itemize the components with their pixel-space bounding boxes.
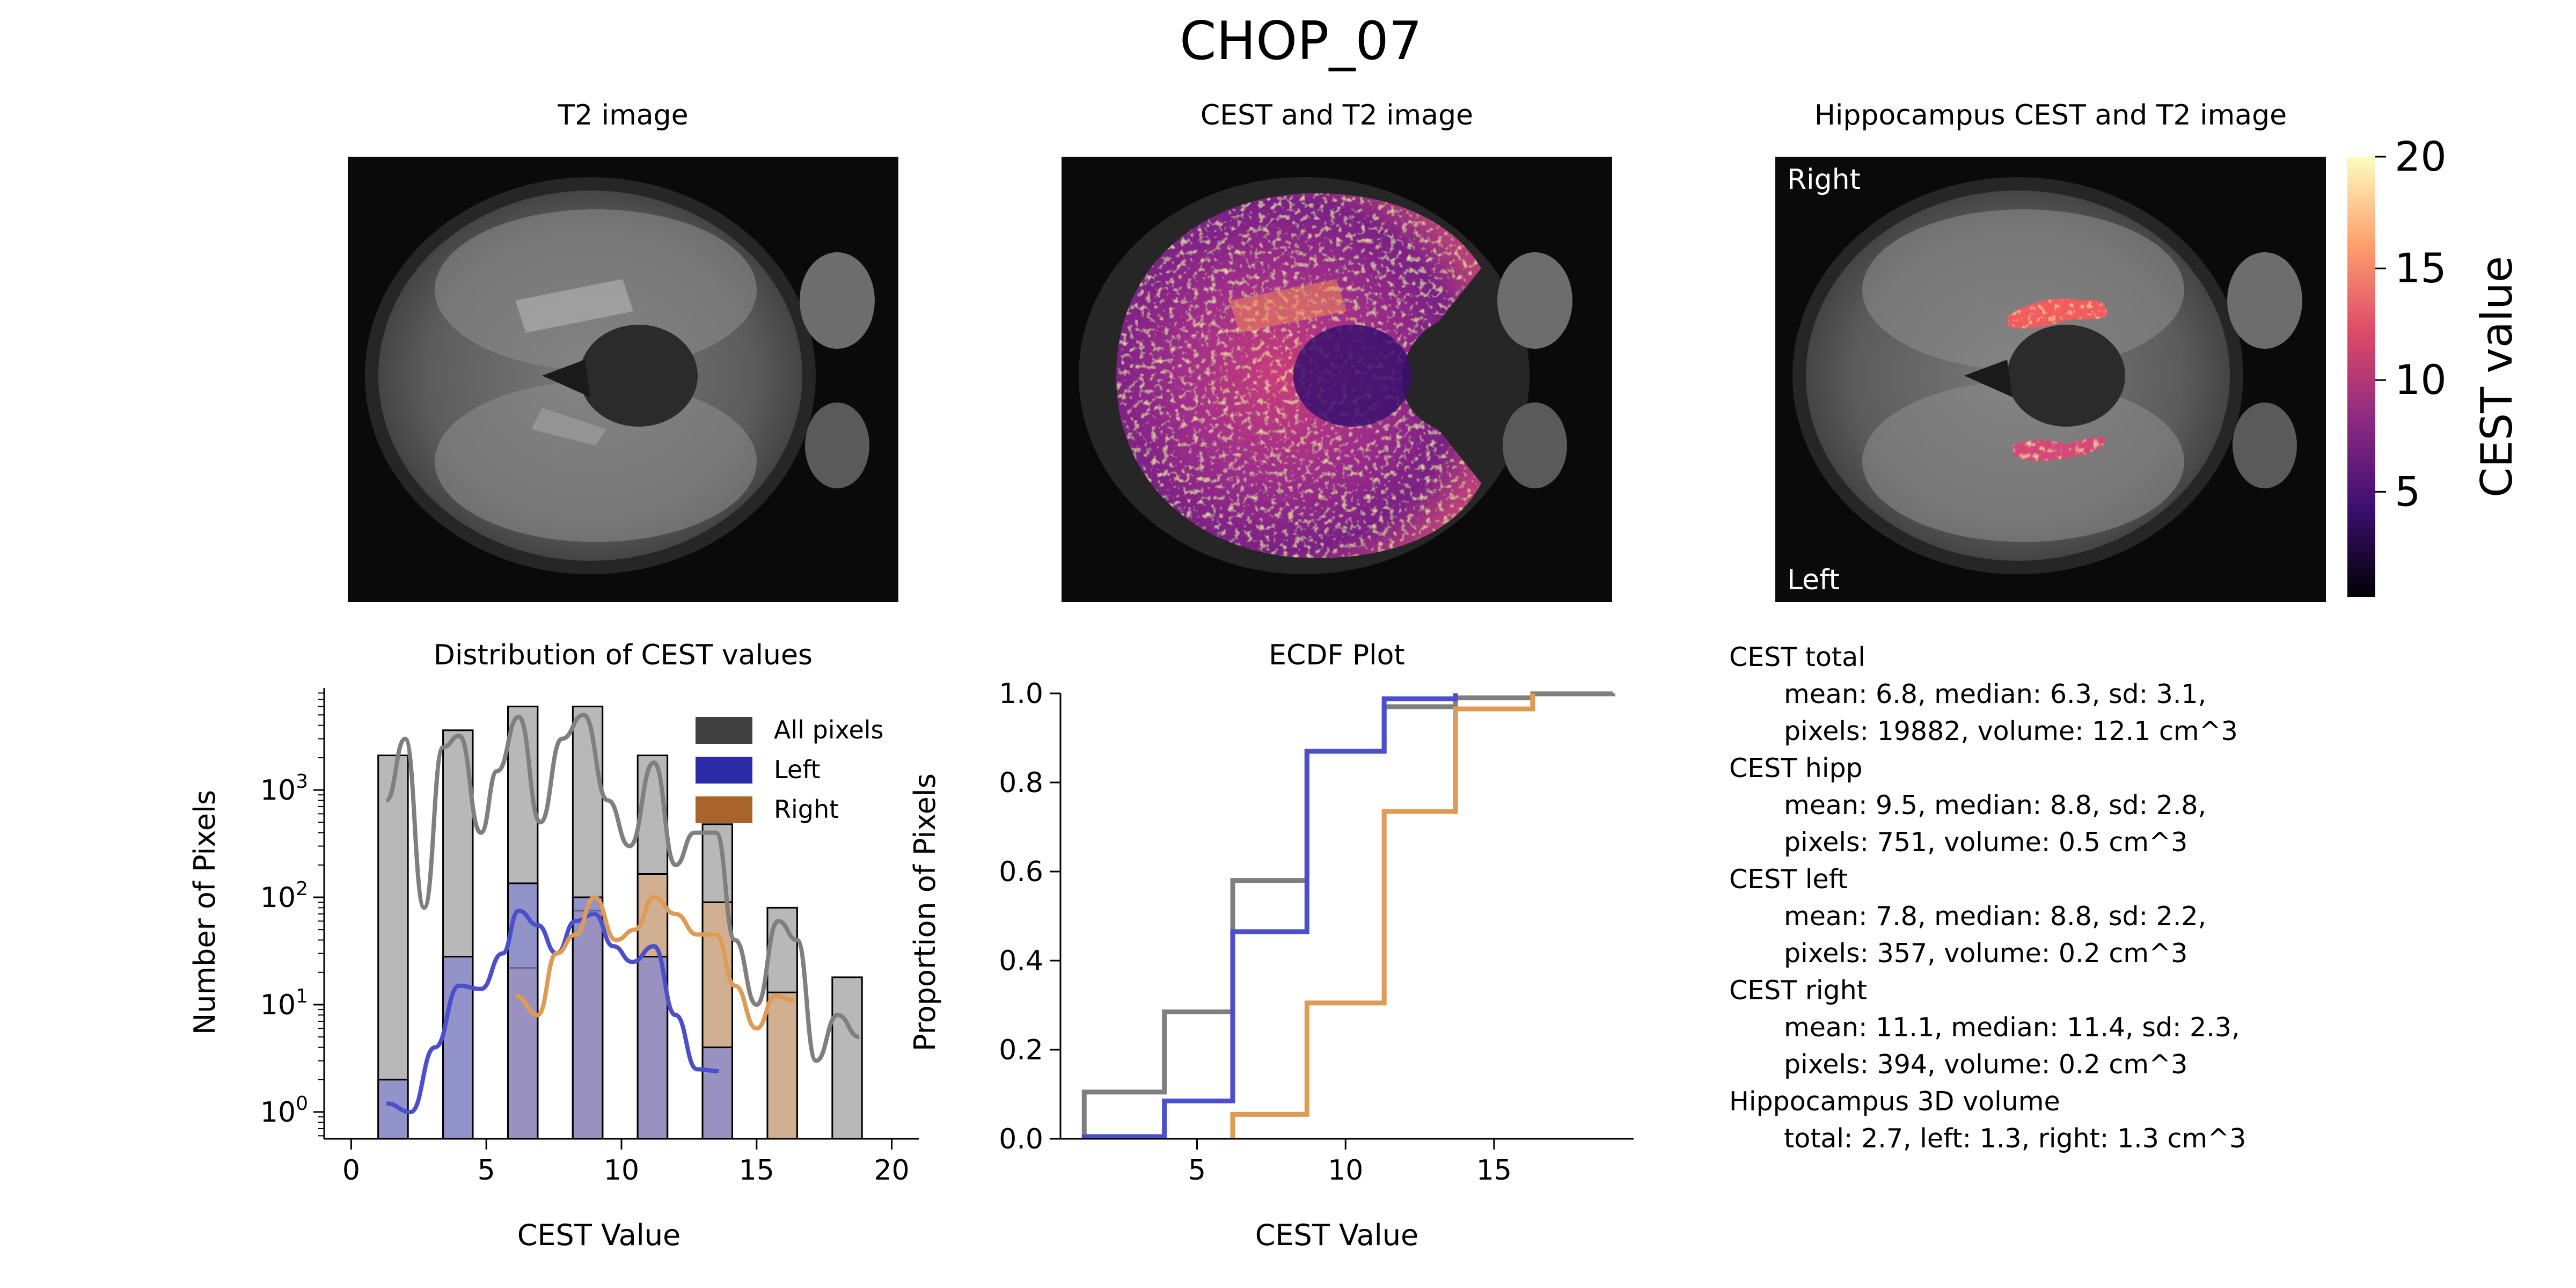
stats-volume-line-1: total: 2.7, left: 1.3, right: 1.3 cm^3 xyxy=(1784,1123,2246,1154)
hipp-label-left: Left xyxy=(1787,564,1840,596)
stats-right-header: CEST right xyxy=(1729,975,1867,1006)
stats-total-line-2: pixels: 19882, volume: 12.1 cm^3 xyxy=(1784,716,2238,747)
stats-panel: CEST total mean: 6.8, median: 6.3, sd: 3… xyxy=(1729,639,2480,1157)
hist-x-tick-label: 0 xyxy=(342,1154,360,1187)
hipp-image xyxy=(1775,157,2326,602)
stats-total-header: CEST total xyxy=(1729,642,1865,672)
overlay-panel-title: CEST and T2 image xyxy=(1201,99,1473,131)
colorbar-tick-label: 15 xyxy=(2395,244,2447,292)
colorbar-tick-label: 10 xyxy=(2395,356,2447,404)
kde-line-right xyxy=(515,895,795,1031)
ecdf-plot: 5 10 15 0.0 0.2 0.4 0.6 0.8 1.0 xyxy=(999,678,1634,1187)
stats-right-line-1: mean: 11.1, median: 11.4, sd: 2.3, xyxy=(1784,1012,2240,1043)
colorbar-label: CEST value xyxy=(2472,256,2522,497)
ecdf-line-left xyxy=(1081,693,1458,1139)
hist-y-tick-label: 103 xyxy=(260,771,308,807)
ecdf-y-tick-label: 0.6 xyxy=(999,856,1043,888)
hist-bar-right xyxy=(766,991,798,1140)
ecdf-y-tick-label: 0.2 xyxy=(999,1034,1043,1066)
hist-bar-left xyxy=(636,956,669,1140)
ecdf-line-right xyxy=(1230,693,1535,1139)
hist-y-tick-label: 100 xyxy=(260,1093,308,1129)
hist-x-tick-label: 5 xyxy=(478,1154,495,1187)
colorbar: 5 10 15 20 CEST value xyxy=(2347,133,2522,597)
hist-bar-left xyxy=(377,1079,409,1140)
ecdf-title: ECDF Plot xyxy=(1269,639,1405,671)
hist-ylabel: Number of Pixels xyxy=(188,790,222,1035)
ecdf-y-tick-label: 1.0 xyxy=(999,678,1043,710)
stats-hipp-header: CEST hipp xyxy=(1729,753,1863,784)
t2-image xyxy=(348,157,898,602)
hist-title: Distribution of CEST values xyxy=(434,639,813,671)
hippocampus-left-mask xyxy=(2012,437,2106,461)
colorbar-strip xyxy=(2347,157,2375,597)
ecdf-ylabel: Proportion of Pixels xyxy=(908,773,942,1051)
hist-x-tick-label: 15 xyxy=(739,1154,774,1187)
hist-x-tick-label: 20 xyxy=(874,1154,910,1187)
colorbar-tick-label: 5 xyxy=(2395,467,2420,515)
figure-title: CHOP_07 xyxy=(1180,11,1422,72)
ecdf-y-tick-label: 0.0 xyxy=(999,1123,1043,1155)
hist-y-tick-label: 102 xyxy=(260,878,308,914)
ecdf-y-tick-label: 0.4 xyxy=(999,945,1043,977)
legend-swatch-all-pixels xyxy=(696,717,752,744)
hippocampus-right-mask xyxy=(2007,298,2107,328)
legend-label-right: Right xyxy=(774,795,839,824)
ecdf-y-tick-label: 0.8 xyxy=(999,767,1043,799)
hipp-panel-title: Hippocampus CEST and T2 image xyxy=(1814,99,2287,131)
t2-panel-title: T2 image xyxy=(557,99,688,131)
colorbar-tick-label: 20 xyxy=(2395,133,2447,180)
hipp-label-right: Right xyxy=(1787,164,1861,196)
histogram-plot: 0 5 10 15 20 100 101 102 103 All pixels Left Right xyxy=(260,688,919,1187)
kde-line-all-pixels xyxy=(385,713,860,1063)
stats-left-line-1: mean: 7.8, median: 8.8, sd: 2.2, xyxy=(1784,901,2207,932)
hist-x-tick-label: 10 xyxy=(604,1154,639,1187)
stats-hipp-line-2: pixels: 751, volume: 0.5 cm^3 xyxy=(1784,827,2188,858)
hist-bar-left xyxy=(701,1046,733,1140)
stats-hipp-line-1: mean: 9.5, median: 8.8, sd: 2.8, xyxy=(1784,790,2207,821)
hist-bar-left xyxy=(572,896,604,1140)
ecdf-xlabel: CEST Value xyxy=(1255,1218,1419,1252)
legend-swatch-left xyxy=(696,757,752,784)
legend-swatch-right xyxy=(696,796,752,823)
ecdf-x-tick-label: 5 xyxy=(1188,1154,1206,1187)
hist-bar-all-pixels xyxy=(831,976,863,1140)
kde-line-left xyxy=(386,908,719,1115)
hist-xlabel: CEST Value xyxy=(517,1218,681,1252)
stats-left-header: CEST left xyxy=(1729,864,1848,895)
ecdf-x-tick-label: 15 xyxy=(1476,1154,1512,1187)
stats-left-line-2: pixels: 357, volume: 0.2 cm^3 xyxy=(1784,938,2188,969)
legend-label-all-pixels: All pixels xyxy=(774,715,883,744)
stats-total-line-1: mean: 6.8, median: 6.3, sd: 3.1, xyxy=(1784,679,2207,709)
ecdf-line-all-pixels xyxy=(1081,691,1615,1139)
colorbar-ticks: 5 10 15 20 xyxy=(2375,133,2447,515)
legend-label-left: Left xyxy=(774,755,821,784)
hist-y-tick-label: 101 xyxy=(260,985,308,1021)
cest-overlay-image xyxy=(1062,157,1612,602)
stats-right-line-2: pixels: 394, volume: 0.2 cm^3 xyxy=(1784,1049,2188,1080)
stats-volume-header: Hippocampus 3D volume xyxy=(1729,1086,2060,1117)
ecdf-x-tick-label: 10 xyxy=(1328,1154,1363,1187)
